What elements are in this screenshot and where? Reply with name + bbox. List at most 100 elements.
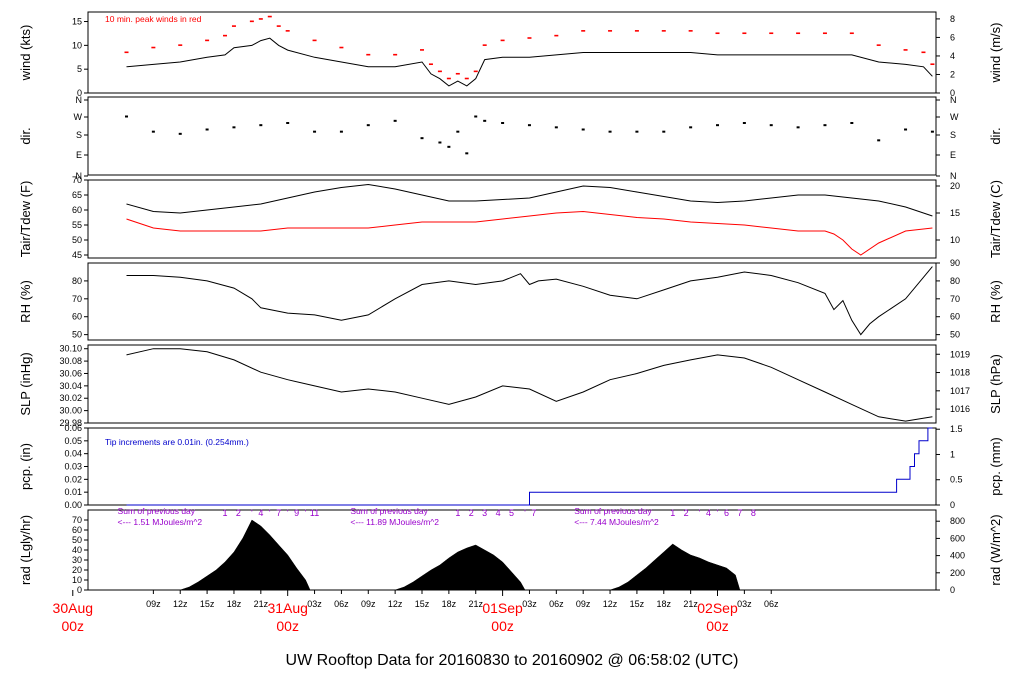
peak-wind-mark [921,51,926,54]
x-tick-label: 15z [630,599,645,609]
time-axis: 09z 12z 15z 18z 21z 03z 06z 09z 12z 15z 18z 21z 03z 0… [53,590,779,634]
left-tick-label-wind: 5 [77,64,82,74]
direction-dot [339,130,343,133]
x-tick-label: 09z [361,599,376,609]
left-tick-label-slp: 30.04 [59,381,82,391]
rain-tip-label: 5 [509,508,514,518]
peak-wind-mark [249,20,254,23]
direction-dot [286,122,290,124]
direction-dot [456,130,460,133]
right-tick-label-dir: W [950,112,959,122]
peak-wind-mark [437,70,442,73]
right-tick-label-slp: 1016 [950,404,970,414]
right-tick-label-wind: 6 [950,32,955,42]
rain-tip-label: 7 [737,508,742,518]
peak-wind-mark [231,25,236,27]
left-tick-label-rad: 40 [72,545,82,555]
rain-tip-label: 7 [276,508,281,518]
right-tick-label-pcp: 0 [950,500,955,510]
left-tick-label-rad: 10 [72,575,82,585]
right-tick-label-wind: 4 [950,51,955,61]
ylabel-right-rh: RH (%) [988,280,1003,323]
peak-wind-mark [205,39,210,42]
left-tick-label-rad: 0 [77,585,82,595]
date-hour-label: 00z [61,618,84,634]
date-hour-label: 00z [276,618,299,634]
left-tick-label-dir: E [76,150,82,160]
direction-dot [313,130,317,133]
peak-wind-mark [258,18,263,20]
direction-dot [232,126,236,129]
x-tick-label: 18z [227,599,242,609]
panel-pcp: pcp. (in) pcp. (mm) 0.00 0.01 0.02 0.03 0.04 0.… [18,423,1003,510]
peak-wind-mark [849,32,854,35]
left-tick-label-pcp: 0.04 [64,449,82,459]
direction-dot [769,124,773,127]
peak-wind-mark [769,32,774,35]
right-tick-label-rh: 60 [950,312,960,322]
right-tick-label-pcp: 1 [950,449,955,459]
chart-title: UW Rooftop Data for 20160830 to 20160902… [286,652,739,669]
right-tick-label-temp: 10 [950,235,960,245]
direction-dot [662,130,666,133]
left-tick-label-pcp: 0.02 [64,474,82,484]
panel-frame-wind [87,11,937,94]
peak-wind-mark [581,30,586,32]
ylabel-left-wind: wind (kts) [18,25,33,82]
peak-wind-mark [276,25,281,27]
peak-wind-mark [267,15,272,18]
right-tick-label-temp: 15 [950,208,960,218]
day-note-line1: Sum of previous day [574,506,652,516]
rain-tip-label: ' [305,508,307,518]
right-tick-label-slp: 1018 [950,368,970,378]
left-tick-label-wind: 10 [72,40,82,50]
x-tick-label: 06z [764,599,779,609]
x-tick-label: 21z [683,599,698,609]
peak-wind-mark [420,49,425,51]
right-tick-label-rad: 0 [950,585,955,595]
date-label: 02Sep [697,600,738,616]
direction-dot [689,126,693,129]
panel-rad: rad (Lgly/hr) rad (W/m^2)0102030405060700… [18,506,1003,595]
left-tick-label-rad: 70 [72,515,82,525]
right-tick-label-rad: 600 [950,533,965,543]
series-line-slp-0 [126,348,933,422]
peak-wind-mark [608,30,613,32]
peak-wind-mark [366,53,371,56]
direction-dot [151,130,155,133]
x-tick-label: 21z [468,599,483,609]
panel-rh: RH (%) RH (%) 50 60 70 80 50 60 70 80 90 [18,258,1003,341]
left-tick-label-rad: 30 [72,555,82,565]
ylabel-right-rad: rad (W/m^2) [988,514,1003,585]
left-tick-label-pcp: 0.05 [64,436,82,446]
direction-dot [125,115,129,118]
right-tick-label-pcp: 0.5 [950,475,963,485]
date-hour-label: 00z [706,618,729,634]
rain-tip-label: 4 [258,508,263,518]
peak-wind-mark [223,34,228,37]
peak-wind-mark [742,32,747,35]
rain-tip-label: 7 [531,508,536,518]
date-label: 31Aug [267,600,307,616]
x-tick-label: 06z [549,599,564,609]
x-tick-label: 09z [146,599,161,609]
direction-dot [483,119,487,122]
panel-frame-dir [87,96,937,176]
x-tick-label: 09z [576,599,591,609]
right-tick-label-dir: S [950,130,956,140]
ylabel-left-slp: SLP (inHg) [18,352,33,415]
x-tick-label: 03z [737,599,752,609]
panel-frame-slp [87,344,937,424]
direction-dot [205,128,209,131]
left-tick-label-pcp: 0.00 [64,500,82,510]
rain-tip-label: ' [287,508,289,518]
left-tick-label-slp: 30.02 [59,393,82,403]
left-tick-label-slp: 30.10 [59,344,82,354]
peak-wind-mark [715,32,720,35]
left-tick-label-temp: 55 [72,220,82,230]
direction-dot [581,128,585,131]
peak-wind-mark [796,32,801,35]
peak-wind-mark [876,44,881,46]
